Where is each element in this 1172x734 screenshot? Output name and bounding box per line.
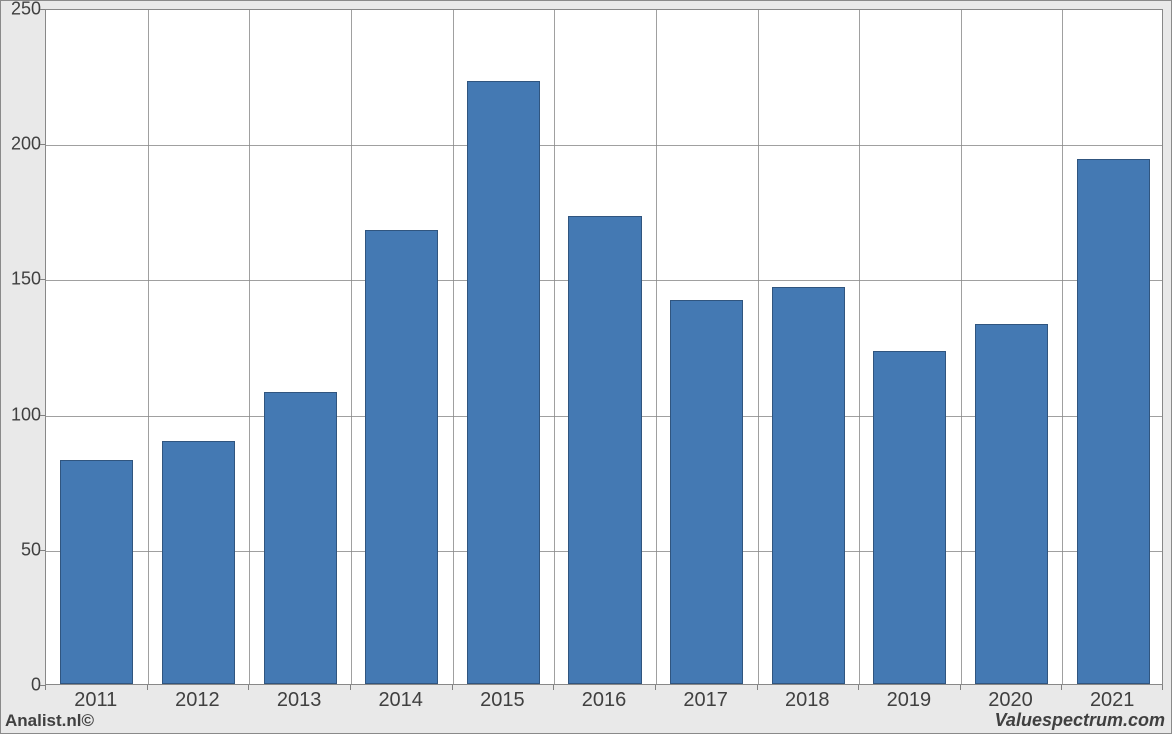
- y-tick-label: 150: [3, 269, 41, 290]
- x-tick-label: 2012: [175, 689, 220, 712]
- x-tick-mark: [1061, 685, 1062, 690]
- x-tick-mark: [147, 685, 148, 690]
- gridline-v: [148, 10, 149, 684]
- bar-2016: [568, 216, 641, 684]
- x-tick-mark: [248, 685, 249, 690]
- y-tick-label: 200: [3, 134, 41, 155]
- bar-2020: [975, 324, 1048, 684]
- bar-2015: [467, 81, 540, 684]
- x-tick-label: 2018: [785, 689, 830, 712]
- y-tick-label: 250: [3, 0, 41, 20]
- bar-2021: [1077, 159, 1150, 684]
- gridline-v: [758, 10, 759, 684]
- x-tick-label: 2021: [1090, 689, 1135, 712]
- gridline-h: [46, 145, 1162, 146]
- x-tick-label: 2015: [480, 689, 525, 712]
- credit-right: Valuespectrum.com: [995, 710, 1165, 731]
- bar-2013: [264, 392, 337, 684]
- gridline-v: [961, 10, 962, 684]
- bar-2019: [873, 351, 946, 684]
- x-tick-label: 2016: [582, 689, 627, 712]
- x-tick-mark: [553, 685, 554, 690]
- y-tick-label: 0: [3, 675, 41, 696]
- credit-left: Analist.nl©: [5, 711, 94, 731]
- bar-2012: [162, 441, 235, 684]
- x-tick-label: 2017: [683, 689, 728, 712]
- x-tick-mark: [858, 685, 859, 690]
- bar-2014: [365, 230, 438, 684]
- gridline-v: [859, 10, 860, 684]
- gridline-v: [656, 10, 657, 684]
- gridline-v: [453, 10, 454, 684]
- x-tick-mark: [757, 685, 758, 690]
- bar-2018: [772, 287, 845, 685]
- x-tick-label: 2013: [277, 689, 322, 712]
- x-tick-mark: [45, 685, 46, 690]
- x-tick-label: 2011: [74, 689, 117, 712]
- x-tick-mark: [452, 685, 453, 690]
- bar-2017: [670, 300, 743, 684]
- chart-container: 0 50 100 150 200 250: [0, 0, 1172, 734]
- y-tick-label: 50: [3, 539, 41, 560]
- plot-area: [45, 9, 1163, 685]
- x-tick-label: 2014: [378, 689, 423, 712]
- x-tick-mark: [960, 685, 961, 690]
- gridline-v: [351, 10, 352, 684]
- gridline-v: [554, 10, 555, 684]
- x-tick-mark: [655, 685, 656, 690]
- gridline-v: [1062, 10, 1063, 684]
- bar-2011: [60, 460, 133, 684]
- gridline-v: [249, 10, 250, 684]
- y-tick-label: 100: [3, 404, 41, 425]
- x-tick-mark: [1162, 685, 1163, 690]
- x-tick-mark: [350, 685, 351, 690]
- x-tick-label: 2019: [887, 689, 932, 712]
- x-tick-label: 2020: [988, 689, 1033, 712]
